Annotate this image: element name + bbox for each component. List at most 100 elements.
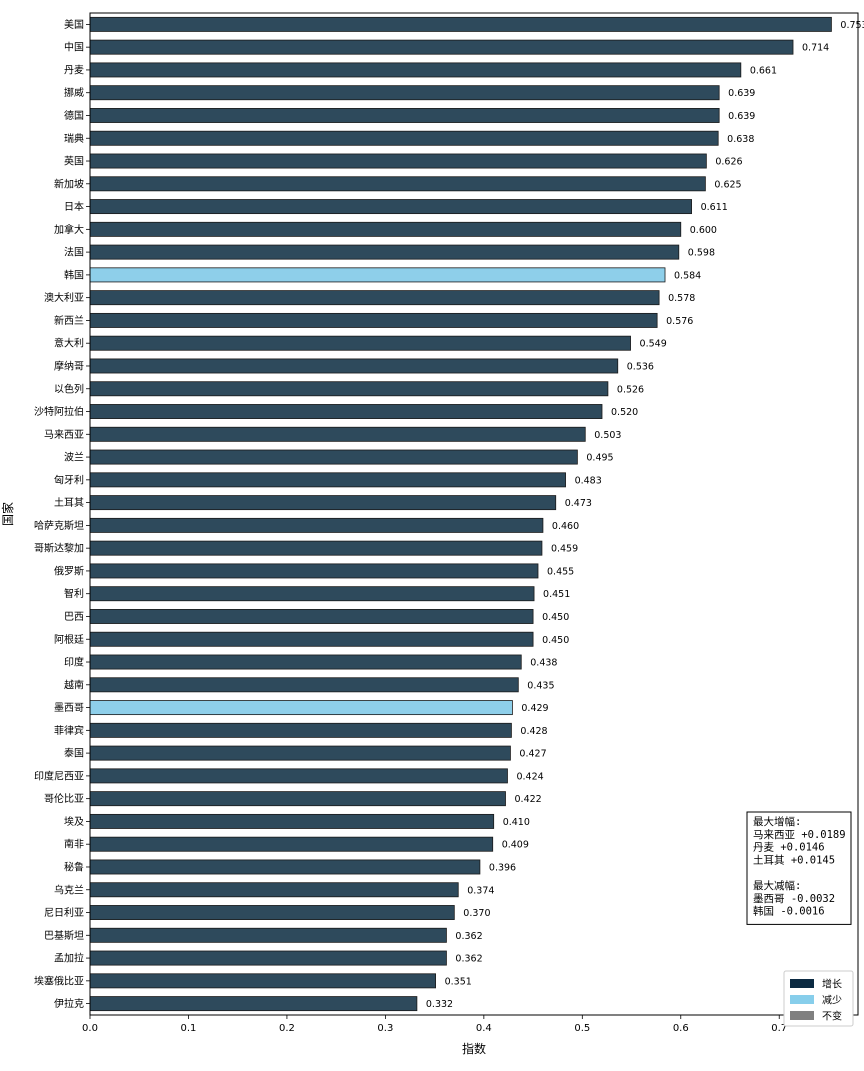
category-label: 新西兰 xyxy=(54,314,84,327)
category-label: 德国 xyxy=(64,109,84,122)
bar xyxy=(89,677,519,693)
category-label: 哥伦比亚 xyxy=(44,792,84,805)
category-label: 以色列 xyxy=(54,382,84,395)
data-label: 0.714 xyxy=(802,43,829,54)
category-label: 乌克兰 xyxy=(54,883,84,896)
data-label: 0.549 xyxy=(640,339,667,350)
category-label: 孟加拉 xyxy=(54,952,84,965)
data-label: 0.459 xyxy=(551,544,578,555)
bar xyxy=(89,905,455,920)
x-tick-label: 0.2 xyxy=(279,1023,295,1034)
data-label: 0.362 xyxy=(455,931,482,942)
x-axis-label: 指数 xyxy=(462,1041,486,1056)
data-label: 0.450 xyxy=(542,612,569,623)
data-label: 0.422 xyxy=(515,794,542,805)
category-label: 波兰 xyxy=(64,451,84,464)
category-label: 瑞典 xyxy=(64,132,84,145)
category-label: 摩纳哥 xyxy=(54,359,84,372)
category-label: 意大利 xyxy=(54,337,84,350)
annotation-line: 最大减幅: xyxy=(753,879,801,892)
data-label: 0.424 xyxy=(516,771,543,782)
bar xyxy=(89,381,609,397)
bar xyxy=(89,654,522,670)
category-label: 尼日利亚 xyxy=(44,907,84,919)
x-tick-label: 0.4 xyxy=(476,1023,492,1034)
data-label: 0.396 xyxy=(489,862,516,873)
category-label: 智利 xyxy=(64,587,84,600)
bar xyxy=(89,404,603,419)
bar xyxy=(89,609,534,624)
bar xyxy=(89,267,666,283)
category-label: 匈牙利 xyxy=(54,473,84,486)
bar xyxy=(89,199,692,215)
bar xyxy=(89,153,707,169)
category-label: 印度尼西亚 xyxy=(34,769,84,782)
bar xyxy=(89,996,418,1012)
annotation-line: 韩国 -0.0016 xyxy=(753,905,825,918)
bar xyxy=(89,495,557,511)
category-label: 美国 xyxy=(64,18,84,31)
data-label: 0.611 xyxy=(701,202,728,213)
bar xyxy=(89,540,543,556)
legend-label: 不变 xyxy=(822,1010,842,1023)
x-tick-label: 0.0 xyxy=(82,1023,98,1034)
data-label: 0.374 xyxy=(467,885,494,896)
bar xyxy=(89,335,631,351)
category-label: 韩国 xyxy=(64,268,84,281)
category-label: 俄罗斯 xyxy=(54,564,84,577)
bar xyxy=(89,16,832,32)
data-label: 0.429 xyxy=(521,703,548,714)
data-label: 0.753 xyxy=(840,20,864,31)
bar xyxy=(89,768,508,784)
y-axis-label: 国家 xyxy=(0,502,15,526)
data-label: 0.435 xyxy=(527,680,554,691)
data-label: 0.351 xyxy=(445,976,472,987)
annotation-line: 墨西哥 -0.0032 xyxy=(753,893,835,905)
data-label: 0.625 xyxy=(714,179,741,190)
data-label: 0.639 xyxy=(728,88,755,99)
bar xyxy=(89,221,682,237)
bar xyxy=(89,426,586,442)
category-label: 挪威 xyxy=(64,86,84,99)
data-label: 0.584 xyxy=(674,270,701,281)
data-label: 0.438 xyxy=(530,658,557,669)
data-label: 0.473 xyxy=(565,498,592,509)
category-label: 日本 xyxy=(64,200,84,213)
annotation-line: 马来西亚 +0.0189 xyxy=(753,829,846,841)
data-label: 0.483 xyxy=(575,475,602,486)
data-label: 0.638 xyxy=(727,134,754,145)
data-label: 0.503 xyxy=(594,430,621,441)
category-label: 墨西哥 xyxy=(54,702,84,714)
data-label: 0.626 xyxy=(715,157,742,168)
data-label: 0.598 xyxy=(688,248,715,259)
bar xyxy=(89,631,534,647)
category-label: 埃塞俄比亚 xyxy=(34,974,84,987)
data-label: 0.409 xyxy=(502,840,529,851)
bar xyxy=(89,130,719,146)
category-label: 泰国 xyxy=(64,747,84,760)
bar xyxy=(89,358,619,374)
category-label: 哥斯达黎加 xyxy=(34,542,84,555)
category-label: 英国 xyxy=(64,155,84,168)
category-label: 澳大利亚 xyxy=(44,291,84,304)
data-label: 0.428 xyxy=(520,726,547,737)
bar xyxy=(89,85,720,101)
category-label: 阿根廷 xyxy=(54,633,84,646)
data-label: 0.460 xyxy=(552,521,579,532)
category-label: 菲律宾 xyxy=(54,724,84,737)
x-tick-label: 0.7 xyxy=(771,1023,787,1034)
category-label: 新加坡 xyxy=(54,177,84,190)
data-label: 0.576 xyxy=(666,316,693,327)
bar xyxy=(89,449,578,465)
data-label: 0.639 xyxy=(728,111,755,122)
category-label: 巴基斯坦 xyxy=(44,929,84,942)
bar xyxy=(89,722,512,738)
legend-label: 减少 xyxy=(822,995,842,1007)
annotation-line: 最大增幅: xyxy=(753,815,801,828)
data-label: 0.410 xyxy=(503,817,530,828)
category-label: 越南 xyxy=(64,678,84,691)
data-label: 0.661 xyxy=(750,65,777,76)
bar xyxy=(89,586,535,602)
bar xyxy=(89,290,660,306)
